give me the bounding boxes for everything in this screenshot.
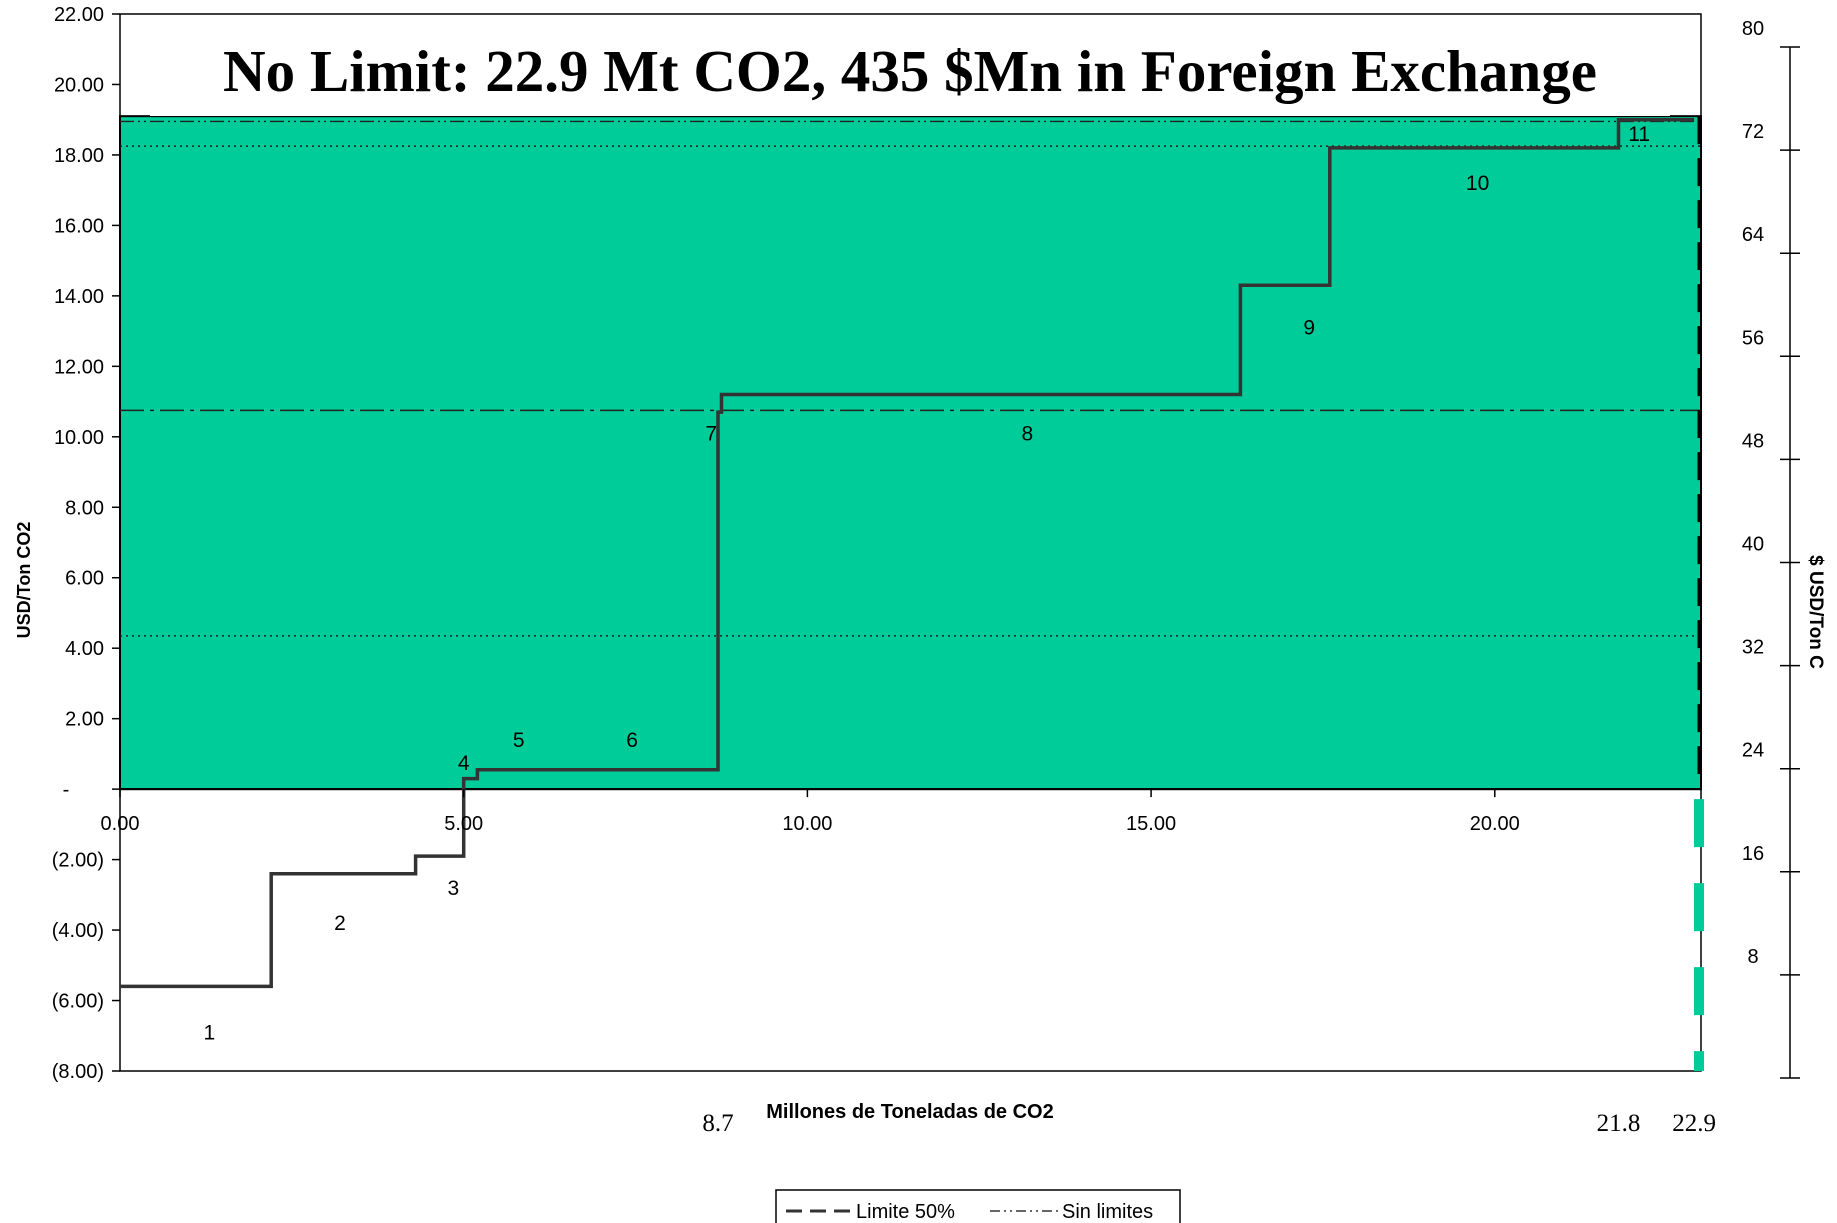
segment-label-10: 10 — [1466, 172, 1489, 195]
y-tick-label: (2.00) — [52, 850, 104, 872]
vertical-marker-labels: 8.7 21.8 22.9 — [702, 1110, 1716, 1137]
y-tick-label: - — [63, 779, 70, 801]
y2-tick-label: 48 — [1742, 430, 1764, 452]
x-tick-label: 15.00 — [1126, 813, 1176, 835]
y-tick-label: 10.00 — [54, 427, 104, 449]
marker-label-2: 22.9 — [1672, 1110, 1716, 1137]
y-tick-label: 8.00 — [65, 497, 104, 519]
x-axis-ticks: 0.00 5.00 10.00 15.00 20.00 — [101, 789, 1520, 835]
marker-label-1: 21.8 — [1597, 1110, 1641, 1137]
shaded-region — [119, 115, 1702, 791]
reference-lines — [120, 120, 1701, 637]
y2-tick-label: 16 — [1742, 843, 1764, 865]
x-tick-label: 0.00 — [101, 813, 140, 835]
legend-box — [775, 1189, 1181, 1223]
x-axis-label: Millones de Toneladas de CO2 — [766, 1101, 1053, 1123]
y2-tick-label: 8 — [1747, 946, 1758, 968]
segment-label-3: 3 — [448, 877, 460, 900]
x-tick-label: 20.00 — [1470, 813, 1520, 835]
chart-title: No Limit: 22.9 Mt CO2, 435 $Mn in Foreig… — [223, 38, 1597, 104]
legend-label-limite: Limite 50% — [856, 1201, 955, 1223]
y2-tick-label: 56 — [1742, 327, 1764, 349]
segment-label-1: 1 — [204, 1021, 216, 1044]
legend: Limite 50% Sin limites — [775, 1189, 1181, 1223]
y-axis-label: USD/Ton CO2 — [14, 522, 34, 639]
y2-tick-label: 24 — [1742, 740, 1764, 762]
y-tick-label: 22.00 — [54, 4, 104, 26]
segment-label-6: 6 — [626, 729, 638, 752]
y-tick-label: (6.00) — [52, 991, 104, 1013]
y-tick-label: 4.00 — [65, 638, 104, 660]
y-tick-label: 20.00 — [54, 74, 104, 96]
y-tick-label: (4.00) — [52, 920, 104, 942]
segment-label-11: 11 — [1628, 123, 1650, 146]
y2-tick-label: 72 — [1742, 121, 1764, 143]
segment-label-8: 8 — [1022, 422, 1034, 445]
y-tick-label: 2.00 — [65, 709, 104, 731]
y2-tick-label: 64 — [1742, 224, 1764, 246]
step-series-line — [120, 117, 1695, 989]
y-tick-label: (8.00) — [52, 1061, 104, 1083]
title-box — [150, 24, 1670, 116]
y-tick-label: 18.00 — [54, 145, 104, 167]
x-tick-label: 10.00 — [782, 813, 832, 835]
x-tick-label: 5.00 — [444, 813, 483, 835]
marker-label-0: 8.7 — [702, 1110, 733, 1137]
segment-label-2: 2 — [334, 912, 346, 935]
y2-tick-label: 40 — [1742, 534, 1764, 556]
segment-label-7: 7 — [705, 422, 717, 445]
y2-tick-label: 32 — [1742, 637, 1764, 659]
segment-label-5: 5 — [513, 729, 525, 752]
segment-labels: 1 2 3 4 5 6 7 8 9 10 11 — [204, 123, 1651, 1044]
legend-label-sin-limites: Sin limites — [1062, 1201, 1153, 1223]
y-axis-ticks: 22.00 20.00 18.00 16.00 14.00 12.00 10.00 8.00 6… — [52, 4, 120, 1083]
y-tick-label: 16.00 — [54, 215, 104, 237]
y-tick-label: 12.00 — [54, 356, 104, 378]
y2-axis-label: $ USD/Ton C — [1805, 555, 1826, 669]
y-tick-label: 14.00 — [54, 286, 104, 308]
segment-label-9: 9 — [1303, 317, 1315, 340]
y-tick-label: 6.00 — [65, 568, 104, 590]
segment-label-4: 4 — [458, 752, 470, 775]
y2-tick-label: 80 — [1742, 18, 1764, 40]
secondary-y-axis: 80 72 64 56 48 40 32 24 16 8 — [1742, 18, 1800, 1079]
